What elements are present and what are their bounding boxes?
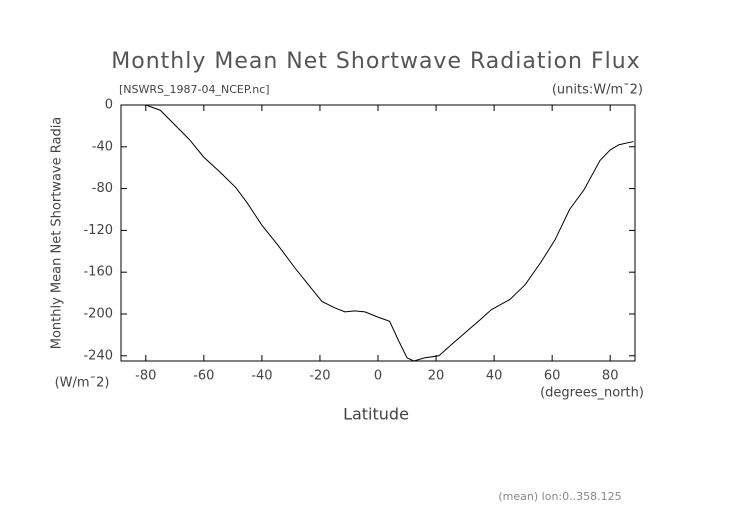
x-tick-label: 20 <box>428 369 445 384</box>
y-tick-label: -200 <box>83 306 113 321</box>
y-tick-label: 0 <box>105 98 113 113</box>
subtitle: [NSWRS_1987-04_NCEP.nc] <box>119 83 270 96</box>
units-label: (units:W/m¯2) <box>552 83 643 98</box>
x-tick-label: 80 <box>602 369 619 384</box>
x-tick-label: -40 <box>251 369 272 384</box>
footnote: (mean) lon:0..358.125 <box>498 490 621 503</box>
y-unit-label: (W/m¯2) <box>55 376 110 391</box>
x-tick-label: 0 <box>374 369 382 384</box>
x-tick-label: -80 <box>135 369 156 384</box>
y-tick-label: -160 <box>83 265 113 280</box>
y-axis-label: Monthly Mean Net Shortwave Radia <box>50 117 65 350</box>
data-line <box>121 104 634 362</box>
y-tick-label: -40 <box>92 139 113 154</box>
x-tick-label: -20 <box>309 369 330 384</box>
x-tick-label: 40 <box>486 369 503 384</box>
y-tick-label: -240 <box>83 348 113 363</box>
y-tick-label: -120 <box>83 223 113 238</box>
x-axis-label: Latitude <box>343 405 409 424</box>
y-tick-label: -80 <box>92 181 113 196</box>
x-tick-label: 60 <box>544 369 561 384</box>
x-tick-label: -60 <box>193 369 214 384</box>
chart-title: Monthly Mean Net Shortwave Radiation Flu… <box>111 49 640 74</box>
x-unit-label: (degrees_north) <box>540 386 644 401</box>
